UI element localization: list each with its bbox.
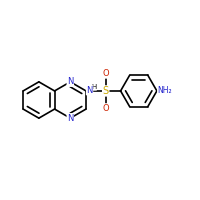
Text: H: H	[91, 84, 97, 90]
Text: NH₂: NH₂	[157, 86, 172, 95]
Text: S: S	[103, 86, 109, 96]
Text: O: O	[102, 104, 109, 113]
Text: O: O	[102, 69, 109, 78]
Text: N: N	[86, 86, 93, 95]
Text: N: N	[67, 77, 73, 86]
Text: N: N	[67, 114, 73, 123]
